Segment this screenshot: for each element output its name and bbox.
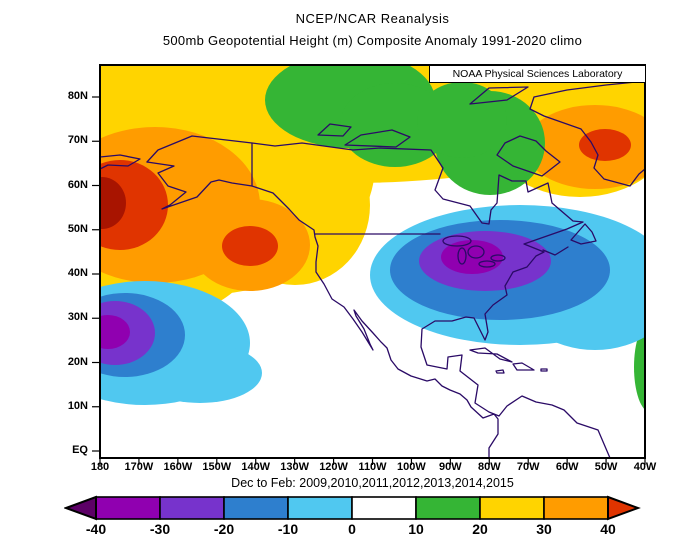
plot-subtitle: 500mb Geopotential Height (m) Composite … xyxy=(162,33,583,48)
colorbar-right-arrow xyxy=(607,495,641,521)
lake-michigan xyxy=(457,247,467,265)
colorbar-segment xyxy=(287,496,353,520)
colorbar-segment xyxy=(479,496,545,520)
island-puerto-rico xyxy=(540,368,548,372)
map-field xyxy=(100,65,645,458)
lake-huron xyxy=(467,245,485,259)
coastline-nova-scotia xyxy=(542,246,569,256)
colorbar-segment xyxy=(95,496,161,520)
colorbar-segments xyxy=(95,496,609,520)
noaa-credit-box: NOAA Physical Sciences Laboratory xyxy=(429,65,646,83)
island-banks xyxy=(317,123,352,137)
colorbar-segment xyxy=(159,496,225,520)
coastline-greenland xyxy=(529,80,645,187)
island-ellesmere xyxy=(469,86,529,105)
noaa-credit-label: NOAA Physical Sciences Laboratory xyxy=(452,68,623,80)
coastline-chukotka xyxy=(100,154,141,170)
composite-period-caption: Dec to Feb: 2009,2010,2011,2012,2013,201… xyxy=(231,476,514,490)
colorbar-segment xyxy=(543,496,609,520)
coastlines xyxy=(100,80,645,458)
colorbar-left-arrow xyxy=(64,495,97,521)
colorbar-segment xyxy=(415,496,481,520)
colorbar xyxy=(64,495,641,521)
colorbar-segment xyxy=(223,496,289,520)
lake-ontario xyxy=(490,254,506,262)
island-victoria xyxy=(344,129,411,148)
axis-ticks xyxy=(92,96,646,465)
colorbar-segment xyxy=(351,496,417,520)
coastline-pacific xyxy=(146,161,499,458)
lake-erie xyxy=(478,260,496,268)
island-hispaniola xyxy=(512,362,535,371)
island-cuba xyxy=(469,347,513,363)
island-newfoundland xyxy=(570,223,597,245)
island-baffin xyxy=(496,135,561,177)
plot-title: NCEP/NCAR Reanalysis xyxy=(295,11,450,26)
lake-superior xyxy=(442,235,472,247)
coastline-arctic-atlantic xyxy=(146,135,611,458)
island-jamaica xyxy=(495,369,505,374)
